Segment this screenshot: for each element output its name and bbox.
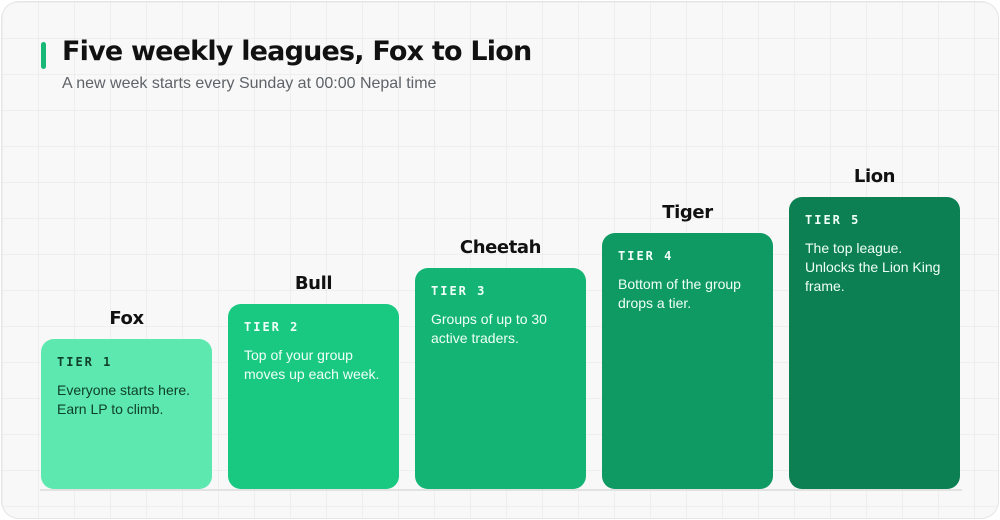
tier-label: TIER 2 — [244, 320, 300, 334]
tier-label: TIER 1 — [57, 355, 113, 369]
tier-description: Bottom of the group drops a tier. — [618, 276, 741, 311]
tier-name-lion: Lion — [853, 166, 896, 187]
baseline — [40, 489, 962, 491]
tier-name-fox: Fox — [109, 308, 144, 329]
tier-name-bull: Bull — [294, 273, 333, 294]
tier-label: TIER 4 — [618, 249, 674, 263]
page-title: Five weekly leagues, Fox to Lion — [62, 36, 532, 67]
tier-description: Groups of up to 30 active traders. — [431, 311, 547, 346]
tier-box-lion: TIER 5 The top league. Unlocks the Lion … — [789, 197, 960, 489]
tier-box-cheetah: TIER 3 Groups of up to 30 active traders… — [415, 268, 586, 489]
tier-description: The top league. Unlocks the Lion King fr… — [805, 240, 941, 294]
tier-label: TIER 3 — [431, 284, 487, 298]
tier-box-bull: TIER 2 Top of your group moves up each w… — [228, 304, 399, 489]
tier-box-tiger: TIER 4 Bottom of the group drops a tier. — [602, 233, 773, 489]
tier-description: Top of your group moves up each week. — [244, 347, 380, 382]
title-accent-bar — [41, 42, 46, 69]
tier-label: TIER 5 — [805, 213, 861, 227]
tier-description: Everyone starts here. Earn LP to climb. — [57, 382, 191, 417]
tier-name-tiger: Tiger — [662, 202, 713, 223]
tier-box-fox: TIER 1 Everyone starts here. Earn LP to … — [41, 339, 212, 489]
tier-name-cheetah: Cheetah — [459, 237, 542, 258]
page-subtitle: A new week starts every Sunday at 00:00 … — [62, 75, 437, 92]
